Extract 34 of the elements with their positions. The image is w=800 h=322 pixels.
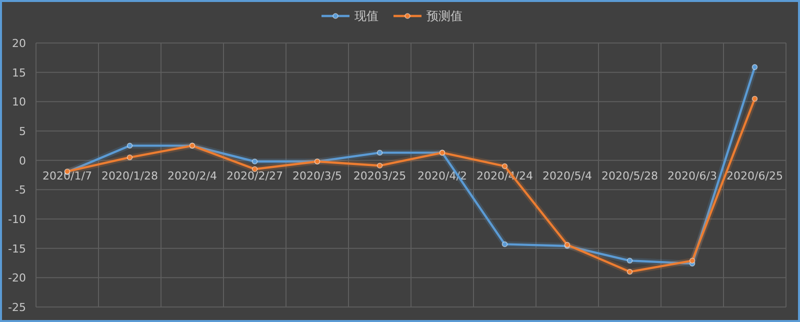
point [752, 96, 758, 102]
legend-label: 现值 [354, 9, 378, 23]
y-tick-label: -15 [8, 242, 26, 256]
x-tick-label: 2020/1/7 [42, 169, 92, 182]
point [376, 150, 383, 156]
y-tick-label: -10 [8, 213, 26, 226]
y-tick-label: 10 [12, 96, 26, 109]
y-tick-label: 0 [19, 154, 26, 168]
point [626, 258, 633, 264]
legend-label: 预测值 [426, 9, 462, 23]
y-tick-label: 20 [12, 37, 26, 50]
point [626, 268, 633, 275]
point [376, 162, 383, 169]
x-tick-label: 2020/5/28 [602, 169, 658, 182]
point [502, 241, 508, 248]
y-tick-label: -5 [15, 184, 26, 197]
x-tick-label: 2020/2/27 [226, 169, 283, 182]
x-tick-label: 2020/2/4 [168, 169, 217, 182]
y-tick-label: 15 [12, 66, 26, 80]
y-tick-label: -20 [8, 272, 26, 285]
y-tick-label: 5 [19, 125, 26, 138]
x-tick-label: 2020/1/28 [102, 169, 158, 182]
x-tick-label: 2020/5/4 [542, 169, 592, 182]
x-tick-label: 2020/6/25 [726, 169, 783, 182]
point [126, 154, 133, 160]
point [689, 258, 696, 264]
x-tick-label: 2020/3/5 [292, 169, 342, 182]
point [126, 142, 133, 149]
x-tick-label: 20203/25 [353, 169, 406, 182]
y-tick-label: -25 [8, 301, 26, 314]
x-tick-label: 2020/6/3 [668, 169, 717, 182]
point [502, 163, 508, 170]
point [252, 158, 258, 164]
point [752, 64, 758, 70]
